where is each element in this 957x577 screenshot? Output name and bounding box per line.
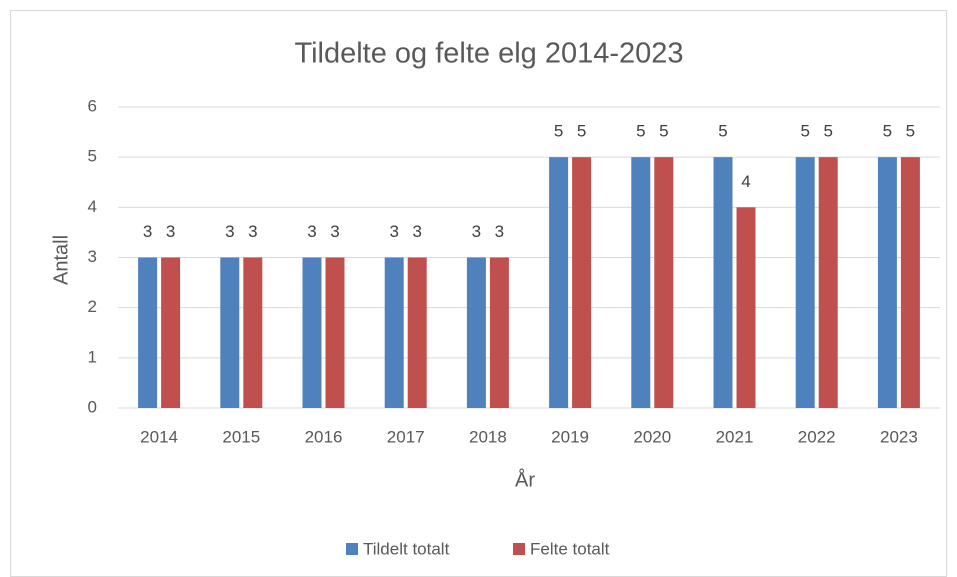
- x-tick-label: 2015: [222, 427, 260, 446]
- bar: [736, 207, 756, 408]
- data-label: 3: [472, 222, 481, 241]
- x-tick-label: 2022: [798, 427, 836, 446]
- legend-swatch: [513, 543, 525, 555]
- y-tick-label: 2: [88, 297, 97, 316]
- data-label: 5: [800, 122, 809, 141]
- bar: [818, 157, 838, 408]
- bar: [877, 157, 897, 408]
- data-label: 5: [823, 122, 832, 141]
- y-tick-label: 4: [88, 197, 97, 216]
- legend-label: Felte totalt: [530, 539, 610, 558]
- x-tick-label: 2014: [140, 427, 178, 446]
- data-label: 4: [741, 172, 750, 191]
- x-tick-label: 2021: [716, 427, 754, 446]
- data-label: 5: [554, 122, 563, 141]
- x-tick-label: 2016: [305, 427, 343, 446]
- x-tick-label: 2017: [387, 427, 425, 446]
- data-label: 3: [248, 222, 257, 241]
- y-tick-label: 0: [88, 397, 97, 416]
- y-axis-title: Antall: [50, 235, 72, 285]
- bar: [138, 257, 158, 408]
- x-tick-label: 2020: [633, 427, 671, 446]
- data-label: 3: [495, 222, 504, 241]
- chart-title: Tildelte og felte elg 2014-2023: [294, 38, 683, 70]
- data-label: 3: [330, 222, 339, 241]
- bar: [900, 157, 920, 408]
- data-label: 3: [225, 222, 234, 241]
- data-label: 3: [307, 222, 316, 241]
- y-tick-label: 1: [88, 347, 97, 366]
- data-label: 3: [389, 222, 398, 241]
- x-axis-title: År: [515, 468, 535, 491]
- y-tick-label: 6: [88, 96, 97, 115]
- bar: [220, 257, 240, 408]
- data-label: 5: [718, 122, 727, 141]
- bar: [384, 257, 404, 408]
- data-label: 5: [906, 122, 915, 141]
- data-label: 5: [636, 122, 645, 141]
- data-label: 5: [659, 122, 668, 141]
- data-label: 5: [883, 122, 892, 141]
- data-label: 3: [166, 222, 175, 241]
- bar: [549, 157, 569, 408]
- bar: [407, 257, 427, 408]
- bar: [654, 157, 674, 408]
- y-tick-label: 3: [88, 247, 97, 266]
- bar: [713, 157, 733, 408]
- legend-swatch: [346, 543, 358, 555]
- x-tick-label: 2023: [880, 427, 918, 446]
- data-label: 3: [143, 222, 152, 241]
- bar: [302, 257, 322, 408]
- x-tick-label: 2018: [469, 427, 507, 446]
- x-tick-label: 2019: [551, 427, 589, 446]
- bar: [795, 157, 815, 408]
- bar: [466, 257, 486, 408]
- data-label: 3: [412, 222, 421, 241]
- bar: [572, 157, 592, 408]
- legend-label: Tildelt totalt: [363, 539, 450, 558]
- bar: [489, 257, 509, 408]
- y-tick-label: 5: [88, 147, 97, 166]
- bar: [631, 157, 651, 408]
- bar: [325, 257, 345, 408]
- data-label: 5: [577, 122, 586, 141]
- bar: [161, 257, 181, 408]
- bar: [243, 257, 263, 408]
